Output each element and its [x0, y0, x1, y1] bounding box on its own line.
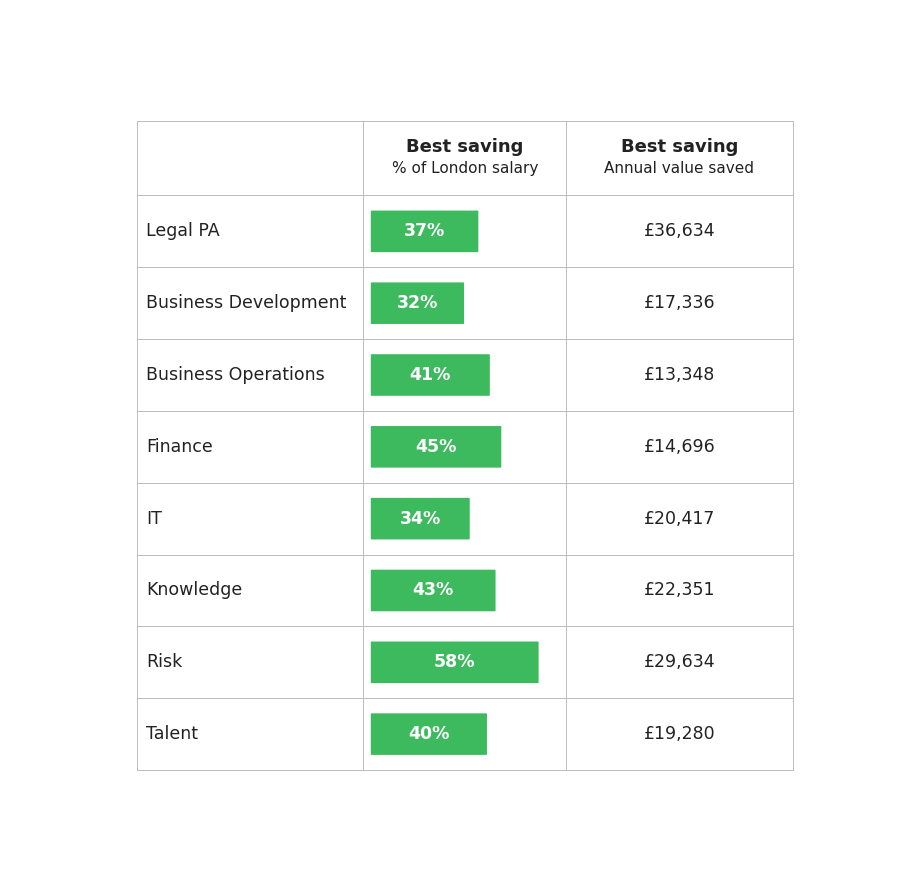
Text: 43%: 43%: [412, 581, 454, 600]
FancyBboxPatch shape: [371, 211, 478, 252]
FancyBboxPatch shape: [371, 570, 496, 611]
Text: 34%: 34%: [400, 510, 441, 527]
Text: £29,634: £29,634: [644, 654, 716, 671]
FancyBboxPatch shape: [371, 282, 464, 324]
FancyBboxPatch shape: [371, 355, 490, 396]
FancyBboxPatch shape: [371, 714, 487, 755]
Text: 37%: 37%: [404, 222, 446, 241]
Text: Annual value saved: Annual value saved: [605, 161, 754, 176]
Text: Best saving: Best saving: [406, 138, 524, 156]
FancyBboxPatch shape: [371, 426, 501, 467]
Text: 40%: 40%: [409, 725, 450, 744]
Text: £17,336: £17,336: [644, 295, 716, 312]
Text: £20,417: £20,417: [644, 510, 716, 527]
Text: 41%: 41%: [410, 366, 451, 384]
Text: Risk: Risk: [146, 654, 182, 671]
Text: Business Operations: Business Operations: [146, 366, 325, 384]
Text: £22,351: £22,351: [644, 581, 716, 600]
Text: Talent: Talent: [146, 725, 198, 744]
Text: £14,696: £14,696: [644, 437, 716, 456]
Text: Knowledge: Knowledge: [146, 581, 242, 600]
FancyBboxPatch shape: [371, 497, 470, 540]
Text: £36,634: £36,634: [644, 222, 716, 241]
Text: £19,280: £19,280: [644, 725, 716, 744]
Text: Best saving: Best saving: [621, 138, 738, 156]
Text: % of London salary: % of London salary: [392, 161, 538, 176]
FancyBboxPatch shape: [371, 641, 538, 683]
Text: Business Development: Business Development: [146, 295, 346, 312]
Text: Finance: Finance: [146, 437, 212, 456]
Text: £13,348: £13,348: [644, 366, 716, 384]
Text: Legal PA: Legal PA: [146, 222, 220, 241]
Text: 45%: 45%: [416, 437, 456, 456]
Text: 32%: 32%: [397, 295, 438, 312]
Text: 58%: 58%: [434, 654, 475, 671]
Text: IT: IT: [146, 510, 162, 527]
